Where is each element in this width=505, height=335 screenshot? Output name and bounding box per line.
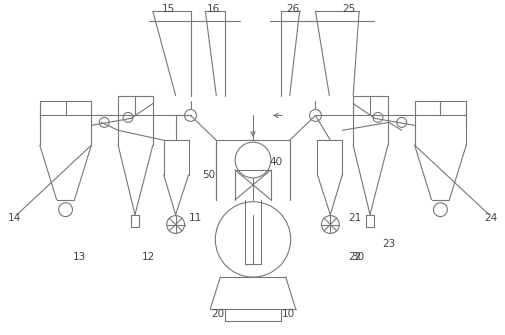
Text: 12: 12	[142, 252, 155, 262]
Text: 13: 13	[73, 252, 86, 262]
Text: 24: 24	[483, 213, 496, 222]
Text: 21: 21	[348, 213, 361, 222]
Text: 30: 30	[351, 252, 364, 262]
Text: 23: 23	[381, 239, 395, 249]
Text: 16: 16	[207, 4, 220, 14]
Text: 15: 15	[162, 4, 175, 14]
Text: 10: 10	[282, 309, 295, 319]
Text: 20: 20	[211, 309, 224, 319]
Text: 25: 25	[342, 4, 355, 14]
Text: 14: 14	[8, 213, 21, 222]
Text: 40: 40	[269, 157, 282, 167]
Text: 11: 11	[188, 213, 201, 222]
Text: 50: 50	[201, 170, 215, 180]
Text: 22: 22	[348, 252, 361, 262]
Text: 26: 26	[285, 4, 298, 14]
